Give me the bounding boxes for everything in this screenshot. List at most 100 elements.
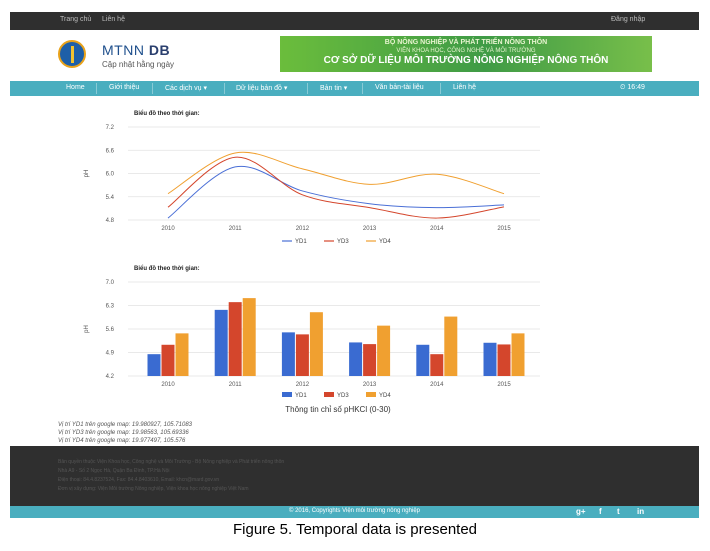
y-tick-label: 5.6 bbox=[106, 327, 115, 333]
bar-yd4 bbox=[175, 333, 189, 376]
bar-yd4 bbox=[511, 333, 525, 376]
nav-divider bbox=[362, 83, 363, 94]
x-tick-label: 2010 bbox=[161, 226, 175, 232]
legend-label: YD3 bbox=[337, 239, 349, 245]
y-tick-label: 6.3 bbox=[106, 304, 115, 310]
y-tick-label: 7.0 bbox=[106, 280, 115, 286]
top-link-home[interactable]: Trang chủ bbox=[60, 16, 92, 23]
bar-yd1 bbox=[214, 309, 228, 376]
x-tick-label: 2015 bbox=[497, 226, 511, 232]
bar-yd1 bbox=[281, 332, 295, 376]
nav-item-documents[interactable]: Văn bản-tài liệu bbox=[375, 84, 424, 91]
nav-item-services[interactable]: Các dịch vụ ▾ bbox=[165, 85, 208, 92]
bar-yd1 bbox=[483, 342, 497, 376]
x-tick-label: 2013 bbox=[363, 226, 377, 232]
legend-swatch bbox=[324, 392, 334, 397]
bar-yd4 bbox=[377, 325, 391, 376]
y-tick-label: 4.9 bbox=[106, 351, 115, 357]
bar-chart: 7.0 6.3 5.6 4.9 4.2 pH 2010 2011 2012 2013 2014 201… bbox=[84, 280, 540, 414]
legend-swatch bbox=[366, 392, 376, 397]
nav-item-news[interactable]: Bản tin ▾ bbox=[320, 85, 348, 92]
bar-yd4 bbox=[242, 298, 256, 376]
coord-yd1: Vị trí YD1 trên google map: 19.980927, 1… bbox=[58, 422, 192, 428]
nav-divider bbox=[440, 83, 441, 94]
series-line-yd4 bbox=[167, 151, 505, 195]
nav-divider bbox=[224, 83, 225, 94]
series-line-yd1 bbox=[167, 165, 505, 219]
x-tick-label: 2012 bbox=[296, 226, 310, 232]
nav-item-about[interactable]: Giới thiệu bbox=[109, 84, 140, 91]
top-bar: Trang chủ Liên hệ Đăng nhập bbox=[10, 12, 699, 30]
bar-yd4 bbox=[444, 316, 458, 376]
top-link-contact[interactable]: Liên hệ bbox=[102, 16, 125, 23]
legend-label: YD1 bbox=[295, 393, 307, 399]
nav-divider bbox=[96, 83, 97, 94]
copyright: © 2016, Copyrights Viện môi trường nông … bbox=[288, 508, 420, 514]
nav-item-map-data[interactable]: Dữ liệu bản đồ ▾ bbox=[236, 85, 288, 92]
logo-icon[interactable] bbox=[58, 40, 86, 68]
bar-chart-title: Biểu đồ theo thời gian: bbox=[134, 266, 200, 272]
header-banner: BỘ NÔNG NGHIỆP VÀ PHÁT TRIỂN NÔNG THÔN V… bbox=[280, 36, 652, 72]
legend-label: YD4 bbox=[379, 393, 391, 399]
figure-caption: Figure 5. Temporal data is presented bbox=[232, 521, 478, 538]
y-tick-label: 6.6 bbox=[106, 148, 115, 154]
google-plus-icon[interactable]: g+ bbox=[576, 507, 586, 516]
footer-line: Đơn vị xây dựng: Viện Môi trường Nông ng… bbox=[58, 486, 249, 492]
site-header: MTNN DB Cập nhật hằng ngày BỘ NÔNG NGHIỆ… bbox=[10, 30, 699, 80]
bar-yd3 bbox=[295, 334, 309, 376]
line-chart-title: Biểu đồ theo thời gian: bbox=[134, 111, 200, 117]
y-tick-label: 6.0 bbox=[106, 172, 115, 178]
y-axis-label: pH bbox=[84, 325, 90, 333]
y-tick-label: 7.2 bbox=[106, 125, 115, 131]
footer-line: Điện thoại: 84.4.8237524, Fax: 84.4.8403… bbox=[58, 477, 220, 483]
bar-yd1 bbox=[416, 344, 430, 376]
y-tick-label: 4.8 bbox=[106, 218, 115, 224]
bar-yd3 bbox=[161, 344, 175, 376]
bar-yd3 bbox=[363, 344, 377, 376]
brand-bold: DB bbox=[148, 42, 171, 58]
footer-bar: © 2016, Copyrights Viện môi trường nông … bbox=[10, 506, 699, 518]
legend-swatch bbox=[282, 392, 292, 397]
banner-line-2: VIỆN KHOA HỌC, CÔNG NGHỆ VÀ MÔI TRƯỜNG bbox=[396, 48, 536, 54]
x-tick-label: 2012 bbox=[296, 382, 310, 388]
legend-label: YD4 bbox=[379, 239, 391, 245]
brand-main: MTNN bbox=[102, 42, 145, 58]
linkedin-icon[interactable]: in bbox=[637, 507, 645, 516]
x-tick-label: 2011 bbox=[229, 226, 243, 232]
nav-item-contact[interactable]: Liên hệ bbox=[453, 84, 476, 91]
y-axis-label: pH bbox=[84, 170, 90, 178]
main-nav: Home Giới thiệu Các dịch vụ ▾ Dữ liệu bả… bbox=[10, 81, 699, 96]
brand-subtitle: Cập nhật hằng ngày bbox=[102, 60, 175, 69]
bar-yd3 bbox=[430, 354, 444, 376]
x-tick-label: 2014 bbox=[430, 382, 444, 388]
legend-label: YD3 bbox=[337, 393, 349, 399]
facebook-icon[interactable]: f bbox=[599, 507, 602, 516]
footer-line: Bản quyền thuộc Viện Khoa học, Công nghệ… bbox=[58, 459, 285, 465]
nav-item-home[interactable]: Home bbox=[66, 84, 85, 91]
x-tick-label: 2011 bbox=[229, 382, 243, 388]
series-line-yd3 bbox=[167, 156, 505, 219]
bar-yd4 bbox=[309, 312, 323, 376]
banner-line-3: CƠ SỞ DỮ LIỆU MÔI TRƯỜNG NÔNG NGHIỆP NÔN… bbox=[323, 55, 609, 66]
legend-label: YD1 bbox=[295, 239, 307, 245]
twitter-icon[interactable]: t bbox=[617, 507, 620, 516]
x-tick-label: 2014 bbox=[430, 226, 444, 232]
nav-divider bbox=[152, 83, 153, 94]
login-link[interactable]: Đăng nhập bbox=[611, 16, 646, 23]
bar-yd1 bbox=[147, 354, 161, 376]
coord-yd3: Vị trí YD3 trên google map: 19.98563, 10… bbox=[58, 430, 189, 436]
y-tick-label: 4.2 bbox=[106, 374, 115, 380]
y-tick-label: 5.4 bbox=[106, 195, 115, 201]
brand-title[interactable]: MTNN DB bbox=[102, 42, 170, 58]
x-tick-label: 2013 bbox=[363, 382, 377, 388]
bar-yd1 bbox=[349, 342, 363, 376]
bar-yd3 bbox=[228, 302, 242, 376]
clock-display: ⏲ 16:49 bbox=[620, 84, 645, 91]
site-footer: Bản quyền thuộc Viện Khoa học, Công nghệ… bbox=[10, 446, 699, 508]
banner-line-1: BỘ NÔNG NGHIỆP VÀ PHÁT TRIỂN NÔNG THÔN bbox=[384, 39, 548, 46]
x-tick-label: 2010 bbox=[161, 382, 175, 388]
footer-line: Nhà A9 - Số 2 Ngọc Hà, Quận Ba Đình, TP.… bbox=[58, 468, 170, 474]
line-chart: 7.2 6.6 6.0 5.4 4.8 pH 2010 2011 2012 2013 2014 201… bbox=[84, 125, 540, 245]
bar-yd3 bbox=[497, 344, 511, 376]
x-axis-label: Thông tin chỉ số pHKCl (0-30) bbox=[285, 405, 391, 414]
